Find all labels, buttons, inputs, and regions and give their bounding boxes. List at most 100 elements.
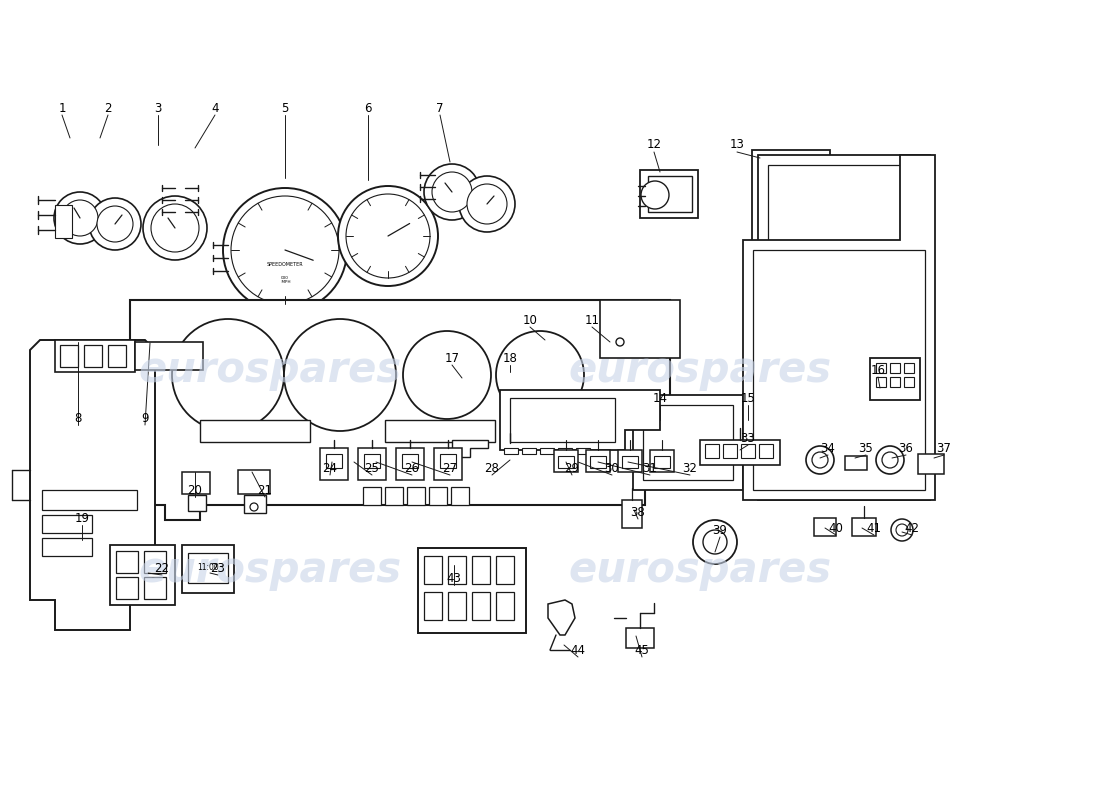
Bar — [496, 592, 514, 620]
Bar — [890, 363, 900, 373]
Bar — [407, 487, 425, 505]
Text: 34: 34 — [821, 442, 835, 454]
Bar — [200, 420, 310, 442]
Bar — [182, 545, 234, 593]
Circle shape — [468, 184, 507, 224]
Bar — [448, 556, 466, 584]
Bar — [448, 592, 466, 620]
Polygon shape — [752, 150, 830, 300]
Bar — [182, 472, 210, 494]
Bar — [320, 448, 348, 480]
Text: 44: 44 — [571, 643, 585, 657]
Circle shape — [62, 200, 98, 236]
Text: 36: 36 — [899, 442, 913, 454]
Circle shape — [346, 194, 430, 278]
Text: 8: 8 — [75, 411, 81, 425]
Circle shape — [250, 503, 258, 511]
Circle shape — [896, 524, 907, 536]
Text: 3: 3 — [154, 102, 162, 114]
Circle shape — [882, 452, 898, 468]
Bar — [55, 340, 135, 372]
Bar — [621, 456, 638, 468]
Circle shape — [403, 331, 491, 419]
Text: 41: 41 — [867, 522, 881, 534]
Bar — [558, 448, 572, 454]
Bar — [238, 470, 270, 494]
Bar — [42, 490, 138, 510]
Text: 2: 2 — [104, 102, 112, 114]
Bar — [424, 592, 442, 620]
Bar — [576, 448, 590, 454]
Circle shape — [505, 443, 515, 453]
Circle shape — [891, 519, 913, 541]
Bar — [60, 345, 78, 367]
Text: eurospares: eurospares — [139, 349, 402, 391]
Circle shape — [693, 520, 737, 564]
Text: eurospares: eurospares — [139, 549, 402, 591]
Bar — [600, 300, 680, 358]
Text: 19: 19 — [75, 511, 89, 525]
Text: eurospares: eurospares — [569, 549, 832, 591]
Bar — [705, 444, 719, 458]
Bar — [876, 363, 886, 373]
Bar — [644, 405, 733, 480]
Bar — [358, 448, 386, 480]
Bar — [590, 456, 606, 468]
Bar — [472, 592, 490, 620]
Bar — [385, 420, 495, 442]
Bar — [144, 577, 166, 599]
Circle shape — [812, 452, 828, 468]
Circle shape — [338, 186, 438, 286]
Bar — [108, 345, 126, 367]
Bar — [741, 444, 755, 458]
Text: 9: 9 — [141, 411, 149, 425]
Circle shape — [703, 530, 727, 554]
Text: 25: 25 — [364, 462, 380, 474]
Polygon shape — [452, 440, 488, 457]
Text: 30: 30 — [605, 462, 619, 474]
Text: 29: 29 — [564, 462, 580, 474]
Text: 40: 40 — [828, 522, 844, 534]
Bar — [510, 398, 615, 442]
Bar — [385, 487, 403, 505]
Text: 11: 11 — [584, 314, 600, 326]
Circle shape — [496, 331, 584, 419]
Text: 14: 14 — [652, 391, 668, 405]
Circle shape — [432, 172, 472, 212]
Bar — [650, 450, 674, 472]
Text: 12: 12 — [647, 138, 661, 151]
Text: 17: 17 — [444, 351, 460, 365]
Circle shape — [806, 446, 834, 474]
Circle shape — [459, 176, 515, 232]
Bar — [42, 538, 92, 556]
Bar — [654, 456, 670, 468]
Text: 26: 26 — [405, 462, 419, 474]
Polygon shape — [500, 390, 660, 450]
Text: 7: 7 — [437, 102, 443, 114]
Bar — [144, 551, 166, 573]
Circle shape — [424, 164, 480, 220]
Bar — [621, 500, 642, 528]
Text: 24: 24 — [322, 462, 338, 474]
Bar — [554, 450, 578, 472]
Bar — [429, 487, 447, 505]
Bar — [626, 628, 654, 648]
Circle shape — [284, 319, 396, 431]
Bar — [84, 345, 102, 367]
Bar — [890, 377, 900, 387]
Text: 13: 13 — [729, 138, 745, 151]
Text: 42: 42 — [904, 522, 920, 534]
Bar — [904, 363, 914, 373]
Text: eurospares: eurospares — [569, 349, 832, 391]
Bar — [540, 448, 554, 454]
Bar — [525, 328, 543, 356]
Bar — [451, 487, 469, 505]
Bar — [424, 556, 442, 584]
Bar — [364, 454, 380, 468]
Polygon shape — [742, 155, 935, 500]
Bar — [700, 440, 780, 465]
Bar — [569, 328, 587, 356]
Bar — [918, 454, 944, 474]
Text: 37: 37 — [936, 442, 952, 454]
Text: 4: 4 — [211, 102, 219, 114]
